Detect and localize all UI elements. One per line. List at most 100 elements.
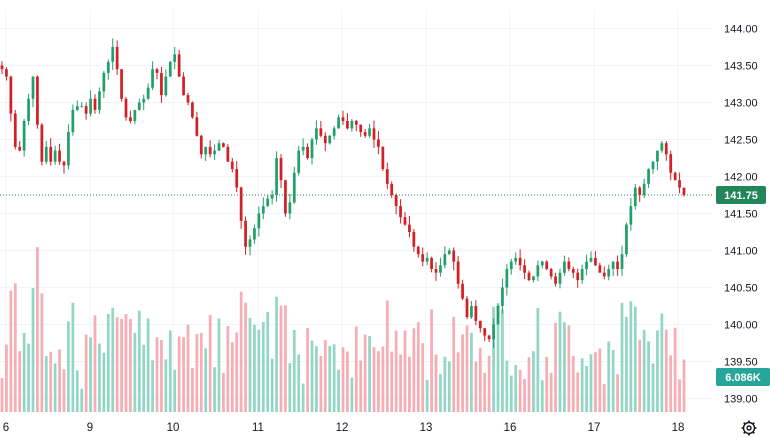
y-tick-label: 141.50 xyxy=(724,209,758,221)
volume-bar xyxy=(98,343,101,412)
price-candles xyxy=(0,38,686,348)
volume-bar xyxy=(638,339,642,412)
volume-bar xyxy=(421,343,425,412)
candle-body xyxy=(199,135,203,155)
candle-body xyxy=(558,272,562,284)
volume-bar xyxy=(49,351,53,412)
volume-bar xyxy=(71,302,75,412)
candle-body xyxy=(430,257,433,269)
volume-bar xyxy=(629,301,633,412)
volume-bar xyxy=(412,328,416,412)
volume-bar xyxy=(292,329,296,412)
candle-body xyxy=(363,132,367,136)
candle-body xyxy=(5,69,8,77)
candle-body xyxy=(518,257,522,266)
candle-body xyxy=(425,257,429,262)
candle-body xyxy=(554,276,557,284)
x-tick-label: 16 xyxy=(504,422,517,434)
volume-bar xyxy=(372,347,376,412)
volume-bar xyxy=(199,332,203,412)
candle-body xyxy=(527,272,531,281)
last-price-badge: 141.75 xyxy=(716,186,766,204)
volume-bar xyxy=(549,372,553,412)
volume-bar xyxy=(58,349,61,412)
candle-body xyxy=(642,183,646,195)
volume-bar xyxy=(664,329,668,412)
volume-bar xyxy=(430,309,433,412)
volume-bar xyxy=(239,291,243,412)
candle-body xyxy=(301,146,305,151)
candle-body xyxy=(0,65,4,70)
candle-body xyxy=(297,150,301,173)
candle-body xyxy=(98,91,101,110)
volume-bar xyxy=(191,367,194,412)
volume-bar xyxy=(483,373,487,412)
gear-icon xyxy=(741,420,757,436)
candle-body xyxy=(474,306,478,321)
volume-bar xyxy=(261,321,265,412)
candle-body xyxy=(146,87,150,99)
volume-bar xyxy=(67,321,70,412)
volume-bar xyxy=(563,322,566,412)
volume-bar xyxy=(217,318,221,412)
volume-bar xyxy=(235,332,239,412)
volume-bar xyxy=(656,330,659,412)
volume-bar xyxy=(465,325,469,412)
candle-body xyxy=(173,54,177,62)
y-tick-label: 142.50 xyxy=(724,135,758,147)
candle-body xyxy=(186,95,190,103)
volume-bar xyxy=(554,322,557,412)
candle-body xyxy=(270,195,274,199)
candle-body xyxy=(71,109,75,133)
volume-bar xyxy=(558,311,562,412)
candle-body xyxy=(394,195,398,207)
volume-bar xyxy=(492,306,495,412)
candle-body xyxy=(408,224,411,232)
candle-body xyxy=(328,135,332,144)
volume-bar xyxy=(540,380,544,412)
candle-body xyxy=(536,265,540,277)
volume-bar xyxy=(204,348,208,412)
volume-bar xyxy=(625,316,628,412)
candle-body xyxy=(505,269,509,288)
time-axis[interactable]: 6 9 10 11 12 13 16 17 18 xyxy=(3,422,685,434)
volume-bar xyxy=(359,360,363,412)
volume-bar xyxy=(611,349,615,412)
settings-button[interactable] xyxy=(736,416,762,440)
volume-bar xyxy=(328,346,332,412)
candle-body xyxy=(439,265,442,273)
candle-body xyxy=(306,146,309,158)
volume-bar xyxy=(13,283,17,412)
volume-bar xyxy=(129,319,132,412)
candle-body xyxy=(377,139,380,147)
volume-bar xyxy=(208,314,212,412)
candle-body xyxy=(18,146,22,151)
candle-body xyxy=(660,143,664,151)
volume-bar xyxy=(80,388,84,412)
volume-bar xyxy=(84,334,88,412)
price-axis[interactable]: 144.00 143.50 143.00 142.50 142.00 141.50 141.… xyxy=(724,24,758,406)
volume-bar xyxy=(266,311,270,412)
candle-body xyxy=(545,261,549,269)
volume-bar xyxy=(381,346,385,412)
candle-body xyxy=(31,76,35,99)
y-tick-label: 144.00 xyxy=(724,24,758,36)
candle-body xyxy=(350,121,354,129)
candle-body xyxy=(532,276,535,281)
volume-bar xyxy=(505,360,509,412)
x-tick-label: 6 xyxy=(3,422,9,434)
volume-bar xyxy=(452,316,456,412)
volume-bar xyxy=(580,358,584,412)
y-tick-label: 143.50 xyxy=(724,61,758,73)
candle-body xyxy=(53,150,57,162)
volume-bar xyxy=(253,324,256,412)
volume-bar xyxy=(434,354,438,412)
candle-body xyxy=(416,246,420,255)
candle-body xyxy=(284,180,287,214)
volume-bar xyxy=(301,383,305,412)
candle-body xyxy=(682,187,686,195)
candle-body xyxy=(589,257,593,262)
candle-body xyxy=(412,232,416,247)
